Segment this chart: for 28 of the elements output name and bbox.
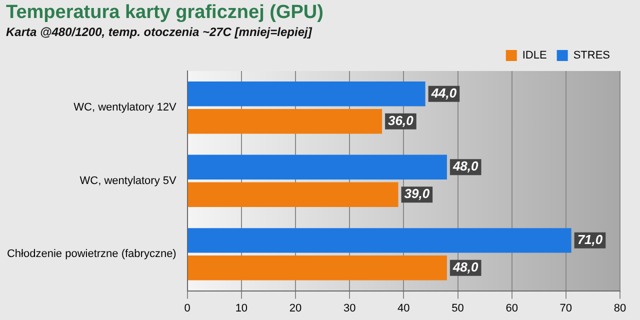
data-label: 71,0: [577, 232, 604, 248]
chart-subtitle: Karta @480/1200, temp. otoczenia ~27C [mniej=lepiej]: [6, 25, 312, 39]
data-label: 44,0: [430, 85, 458, 100]
bar: [188, 228, 572, 253]
data-label: 36,0: [388, 112, 414, 128]
legend-label: IDLE: [522, 50, 547, 62]
y-tick-label: WC, wentylatory 5V: [80, 174, 178, 187]
x-tick-label: 40: [398, 302, 410, 314]
chart-title: Temperatura karty graficznej (GPU): [6, 2, 324, 24]
bar: [188, 82, 426, 106]
data-label: 48,0: [452, 158, 480, 174]
data-label: 48,0: [452, 259, 480, 274]
x-tick-label: 50: [452, 302, 464, 314]
y-tick-label: WC, wentylatory 12V: [74, 102, 178, 114]
x-tick-label: 70: [560, 302, 572, 314]
x-tick-label: 0: [184, 302, 190, 314]
data-label: 39,0: [404, 186, 430, 202]
x-tick-label: 20: [289, 302, 302, 314]
bar: [188, 154, 447, 180]
bar: [188, 182, 398, 207]
x-tick-label: 30: [343, 302, 356, 314]
y-tick-label: Chłodzenie powietrzne (fabryczne): [6, 248, 176, 260]
bar: [188, 109, 382, 134]
x-tick-label: 10: [235, 302, 248, 314]
bar: [188, 256, 447, 280]
x-tick-label: 80: [614, 302, 626, 314]
x-tick-label: 60: [506, 302, 518, 314]
legend-label: STRES: [573, 50, 610, 62]
